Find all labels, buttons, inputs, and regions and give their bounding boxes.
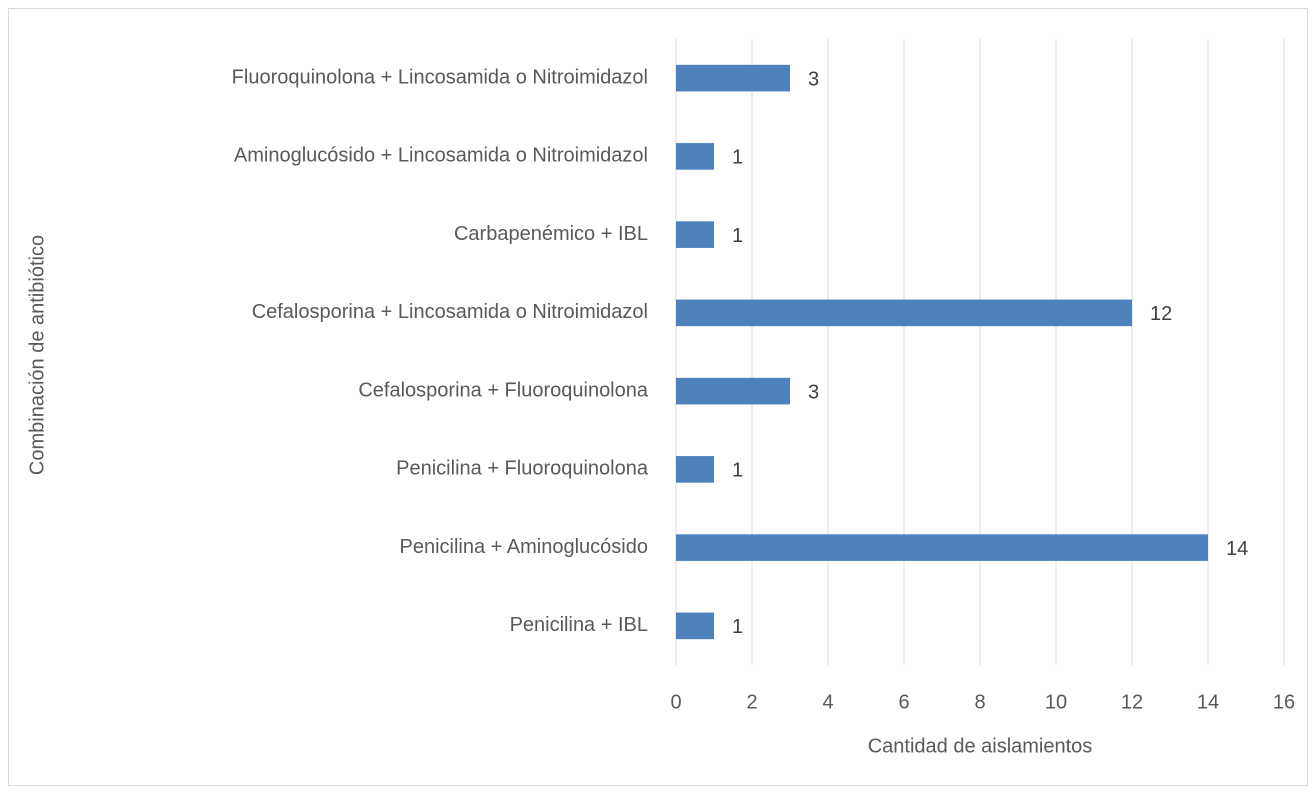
- x-tick-label: 16: [1273, 691, 1295, 713]
- x-axis-label: Cantidad de aislamientos: [868, 735, 1093, 757]
- bar: [676, 64, 790, 92]
- bar: [676, 612, 714, 640]
- y-tick-label: Penicilina + IBL: [510, 614, 648, 636]
- x-tick-label: 12: [1121, 691, 1143, 713]
- data-label: 3: [808, 381, 819, 403]
- x-tick-label: 4: [822, 691, 833, 713]
- x-tick-label: 14: [1197, 691, 1219, 713]
- x-tick-label: 10: [1045, 691, 1067, 713]
- y-tick-label: Cefalosporina + Fluoroquinolona: [358, 379, 649, 401]
- y-tick-label: Aminoglucósido + Lincosamida o Nitroimid…: [234, 145, 648, 167]
- bar: [676, 534, 1208, 561]
- y-tick-label: Fluoroquinolona + Lincosamida o Nitroimi…: [232, 66, 648, 88]
- y-axis-label: Combinación de antibiótico: [26, 235, 48, 475]
- bar: [676, 143, 714, 170]
- data-label: 1: [732, 460, 743, 482]
- data-label: 1: [732, 616, 743, 638]
- data-label: 1: [732, 147, 743, 169]
- data-label: 3: [808, 68, 819, 90]
- data-label: 14: [1226, 538, 1248, 560]
- x-tick-label: 0: [670, 691, 681, 713]
- data-label: 1: [732, 225, 743, 247]
- x-tick-label: 8: [974, 691, 985, 713]
- bar: [676, 456, 714, 483]
- bar: [676, 377, 790, 405]
- data-label: 12: [1150, 303, 1172, 325]
- y-tick-label: Carbapenémico + IBL: [454, 223, 648, 245]
- y-tick-label: Penicilina + Fluoroquinolona: [396, 458, 649, 480]
- x-tick-label: 2: [746, 691, 757, 713]
- x-tick-label: 6: [898, 691, 909, 713]
- y-tick-label: Penicilina + Aminoglucósido: [400, 536, 649, 558]
- bar: [676, 221, 714, 248]
- bar: [676, 299, 1132, 327]
- y-tick-label: Cefalosporina + Lincosamida o Nitroimida…: [252, 301, 648, 323]
- chart-border: [8, 8, 1308, 786]
